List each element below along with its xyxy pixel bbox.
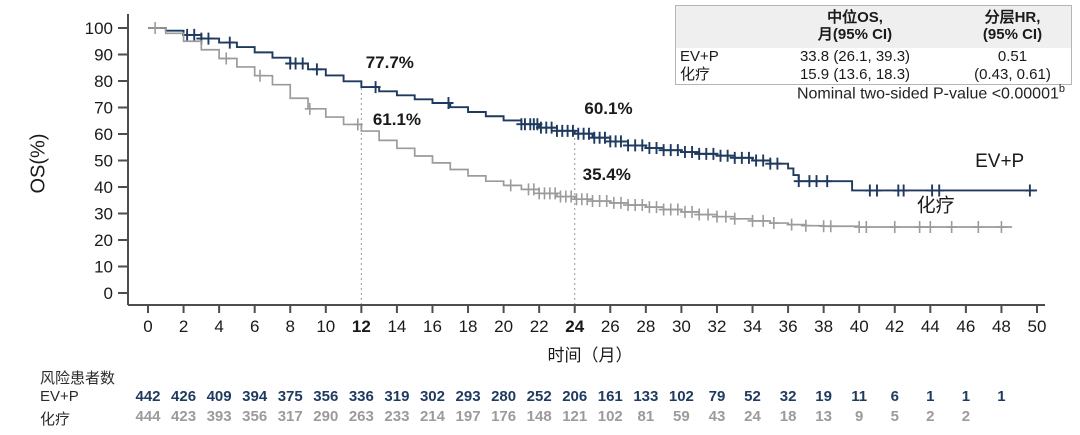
- x-tick-label-18: 18: [459, 317, 478, 336]
- stats-evp-median-os: 33.8 (26.1, 39.3): [799, 47, 911, 65]
- x-tick-label-44: 44: [921, 317, 940, 336]
- censor-marks-evp: [182, 28, 1035, 197]
- x-tick-label-38: 38: [814, 317, 833, 336]
- y-tick-label-20: 20: [94, 231, 113, 250]
- x-tick-label-46: 46: [956, 317, 975, 336]
- y-tick-label-30: 30: [94, 205, 113, 224]
- x-tick-label-20: 20: [494, 317, 513, 336]
- x-tick-label-22: 22: [530, 317, 549, 336]
- y-tick-label-70: 70: [94, 99, 113, 118]
- y-tick-label-100: 100: [85, 19, 113, 38]
- x-axis-title: 时间（月）: [547, 346, 633, 365]
- x-tick-label-16: 16: [423, 317, 442, 336]
- summary-stats-table: 中位OS, 月(95% CI) 分层HR, (95% CI) EV+P 33.8…: [675, 5, 1072, 85]
- x-tick-label-40: 40: [850, 317, 869, 336]
- landmark-annotation-777: 77.7%: [366, 53, 414, 72]
- x-tick-label-14: 14: [387, 317, 406, 336]
- y-tick-label-40: 40: [94, 178, 113, 197]
- x-tick-label-28: 28: [636, 317, 655, 336]
- median-os-header-line2: 月(95% CI): [817, 26, 893, 44]
- x-tick-label-32: 32: [707, 317, 726, 336]
- stats-header-hr: 分层HR, (95% CI): [954, 5, 1072, 48]
- hr-header-line1: 分层HR,: [984, 9, 1041, 26]
- p-value-footnote-marker: b: [1058, 83, 1065, 95]
- y-tick-label-10: 10: [94, 258, 113, 277]
- y-tick-label-50: 50: [94, 152, 113, 171]
- x-tick-label-48: 48: [992, 317, 1011, 336]
- stats-row-chemo: 化疗 15.9 (13.6, 18.3) (0.43, 0.61): [676, 66, 1072, 85]
- x-tick-label-50: 50: [1028, 317, 1047, 336]
- stats-chemo-hr-ci: (0.43, 0.61): [974, 65, 1051, 83]
- landmark-annotation-354: 35.4%: [583, 165, 631, 184]
- x-tick-label-12: 12: [352, 317, 371, 336]
- p-value-text: Nominal two-sided P-value <0.00001: [796, 85, 1059, 103]
- x-tick-label-6: 6: [250, 317, 259, 336]
- y-tick-label-80: 80: [94, 72, 113, 91]
- x-tick-label-30: 30: [672, 317, 691, 336]
- x-tick-label-26: 26: [601, 317, 620, 336]
- stats-row-evp: EV+P 33.8 (26.1, 39.3) 0.51: [676, 48, 1072, 66]
- landmark-annotation-601: 60.1%: [584, 99, 632, 118]
- stats-header-empty: [675, 5, 756, 48]
- y-tick-label-60: 60: [94, 125, 113, 144]
- x-tick-label-36: 36: [779, 317, 798, 336]
- series-label-chemo: 化疗: [917, 194, 955, 216]
- stats-header-median-os: 中位OS, 月(95% CI): [756, 5, 954, 48]
- stats-evp-hr: 0.51: [997, 47, 1028, 65]
- y-tick-label-0: 0: [104, 284, 113, 303]
- stats-evp-label: EV+P: [680, 47, 719, 65]
- x-tick-label-8: 8: [286, 317, 295, 336]
- x-tick-label-10: 10: [316, 317, 335, 336]
- p-value-note: Nominal two-sided P-value <0.00001b: [575, 83, 1065, 103]
- stats-header-row: 中位OS, 月(95% CI) 分层HR, (95% CI): [675, 5, 1072, 48]
- landmark-annotation-611: 61.1%: [373, 110, 421, 129]
- y-tick-label-90: 90: [94, 46, 113, 65]
- x-tick-label-34: 34: [743, 317, 762, 336]
- median-os-header-line1: 中位OS,: [827, 9, 883, 26]
- x-tick-label-24: 24: [565, 317, 584, 336]
- x-tick-label-0: 0: [143, 317, 152, 336]
- hr-header-line2: (95% CI): [982, 26, 1043, 44]
- censor-marks-chemo: [150, 22, 1007, 234]
- stats-chemo-median-os: 15.9 (13.6, 18.3): [799, 65, 911, 83]
- stats-chemo-label: 化疗: [680, 65, 711, 83]
- x-tick-label-42: 42: [885, 317, 904, 336]
- y-axis-title: OS(%): [27, 133, 50, 194]
- series-label-evp: EV+P: [975, 151, 1024, 172]
- x-tick-label-2: 2: [179, 317, 188, 336]
- x-tick-label-4: 4: [214, 317, 223, 336]
